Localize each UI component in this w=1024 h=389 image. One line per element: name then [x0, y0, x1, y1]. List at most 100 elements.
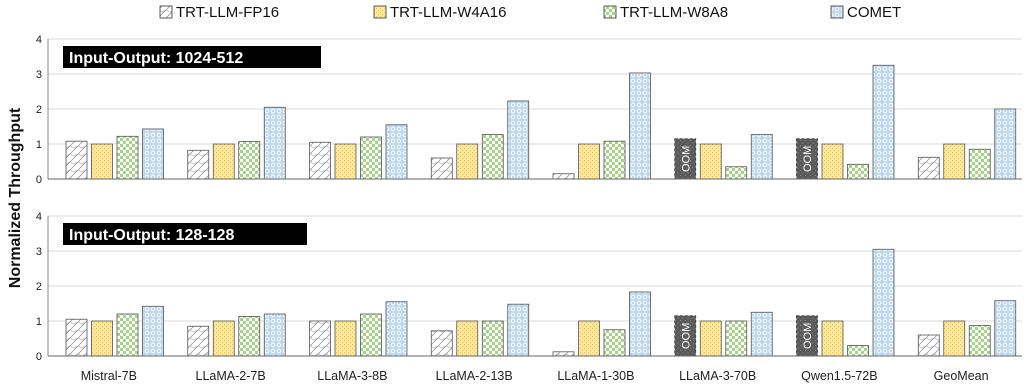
- x-tick-label: Mistral-7B: [81, 369, 137, 383]
- legend-item-comet: COMET: [830, 4, 901, 21]
- x-tick-label: GeoMean: [934, 369, 989, 383]
- bar-w8a8: [725, 166, 748, 180]
- bar-w4a16: [334, 143, 357, 180]
- x-tick-label: Qwen1.5-72B: [801, 369, 877, 383]
- bar-comet: [629, 72, 651, 180]
- bar-w4a16: [943, 320, 966, 357]
- y-tick-label: 0: [36, 174, 42, 186]
- bar-w4a16: [699, 320, 722, 357]
- bar-w8a8: [481, 134, 504, 180]
- bar-w4a16: [699, 143, 722, 180]
- x-tick-label: LLaMA-2-7B: [196, 369, 266, 383]
- panel-title-bg: [63, 46, 321, 68]
- bar-w8a8: [238, 316, 261, 357]
- y-tick-label: 1: [36, 316, 42, 328]
- bar-w8a8: [481, 320, 504, 357]
- y-tick-label: 4: [36, 34, 42, 46]
- bar-comet: [872, 64, 895, 180]
- y-tick-label: 2: [36, 281, 42, 293]
- bar-w4a16: [212, 320, 235, 357]
- x-tick-label: LLaMA-3-8B: [317, 369, 387, 383]
- y-tick-label: 2: [36, 104, 42, 116]
- legend-item-w4a16: TRT-LLM-W4A16: [373, 4, 506, 21]
- panel-title-text: Input-Output: 128-128: [69, 227, 234, 244]
- panel-2: 0 1 2 3 4 OOM OOM Input-Output: 128-128: [36, 211, 1022, 363]
- bar-w8a8: [238, 141, 261, 180]
- x-tick-label: LLaMA-2-13B: [436, 369, 513, 383]
- bar-w4a16: [91, 143, 113, 180]
- legend-label-w8a8: TRT-LLM-W8A8: [620, 4, 728, 21]
- x-tick-label: LLaMA-3-70B: [679, 369, 756, 383]
- legend: TRT-LLM-FP16 TRT-LLM-W4A16 TRT-LLM-W8A8 …: [159, 4, 901, 21]
- bar-w8a8: [360, 136, 382, 180]
- legend-swatch-comet: [830, 5, 844, 19]
- bar-fp16: [65, 318, 88, 357]
- bar-comet: [263, 106, 286, 180]
- bar-w4a16: [456, 320, 479, 357]
- legend-swatch-w4a16: [373, 5, 387, 19]
- bar-w8a8: [847, 345, 869, 357]
- y-tick-label: 0: [36, 351, 42, 363]
- panel-title-1: Input-Output: 1024-512: [63, 46, 321, 68]
- panels: 0 1 2 3 4 OOM OOM Input-Output: 1024-512 0 1 2 3 4 OO…: [36, 34, 1022, 363]
- bar-w8a8: [116, 135, 139, 180]
- panel-title-bg: [63, 223, 307, 245]
- bar-fp16: [917, 156, 940, 180]
- bar-fp16: [187, 149, 210, 180]
- y-tick-label: 3: [36, 69, 42, 81]
- legend-swatch-w8a8: [603, 5, 617, 19]
- bar-w4a16: [578, 320, 600, 357]
- bar-w4a16: [821, 320, 844, 357]
- y-tick-label: 3: [36, 246, 42, 258]
- bar-w4a16: [578, 143, 600, 180]
- bar-fp16: [430, 157, 453, 180]
- bar-w4a16: [943, 143, 966, 180]
- legend-label-w4a16: TRT-LLM-W4A16: [390, 4, 506, 21]
- bar-w8a8: [968, 325, 991, 357]
- bar-w4a16: [334, 320, 357, 357]
- bar-comet: [507, 303, 530, 357]
- legend-item-fp16: TRT-LLM-FP16: [159, 4, 279, 21]
- y-tick-label: 1: [36, 139, 42, 151]
- bar-comet: [994, 108, 1017, 180]
- bar-w8a8: [603, 140, 626, 180]
- bar-w8a8: [847, 163, 869, 180]
- oom-label: OOM: [802, 323, 814, 349]
- bar-fp16: [917, 334, 940, 357]
- bar-comet: [750, 134, 773, 180]
- bar-comet: [994, 300, 1017, 357]
- y-tick-label: 4: [36, 211, 42, 223]
- bar-w8a8: [603, 329, 626, 357]
- oom-label: OOM: [680, 146, 692, 172]
- legend-label-fp16: TRT-LLM-FP16: [176, 4, 279, 21]
- x-axis-labels: Mistral-7B LLaMA-2-7B LLaMA-3-8B LLaMA-2-13…: [81, 369, 989, 383]
- legend-swatch-fp16: [159, 5, 173, 19]
- bar-comet: [385, 301, 408, 357]
- bar-w4a16: [821, 143, 844, 180]
- bar-fp16: [65, 140, 88, 180]
- bar-comet: [750, 311, 773, 357]
- oom-label: OOM: [680, 323, 692, 349]
- bar-comet: [629, 291, 651, 357]
- bar-w4a16: [456, 143, 479, 180]
- bar-comet: [872, 248, 895, 357]
- bar-w8a8: [725, 320, 748, 357]
- bar-fp16: [309, 141, 331, 180]
- bar-comet: [142, 128, 164, 180]
- bar-w8a8: [360, 313, 382, 357]
- bar-fp16: [309, 320, 331, 357]
- legend-label-comet: COMET: [847, 4, 901, 21]
- bar-fp16: [187, 325, 210, 357]
- bar-w8a8: [116, 313, 139, 357]
- panel-title-2: Input-Output: 128-128: [63, 223, 307, 245]
- bar-comet: [263, 313, 286, 357]
- oom-label: OOM: [802, 146, 814, 172]
- bar-fp16: [552, 351, 575, 357]
- legend-item-w8a8: TRT-LLM-W8A8: [603, 4, 728, 21]
- panel-title-text: Input-Output: 1024-512: [69, 50, 243, 67]
- bar-w8a8: [968, 148, 991, 180]
- bar-comet: [142, 305, 164, 357]
- bar-w4a16: [91, 320, 113, 357]
- bar-w4a16: [212, 143, 235, 180]
